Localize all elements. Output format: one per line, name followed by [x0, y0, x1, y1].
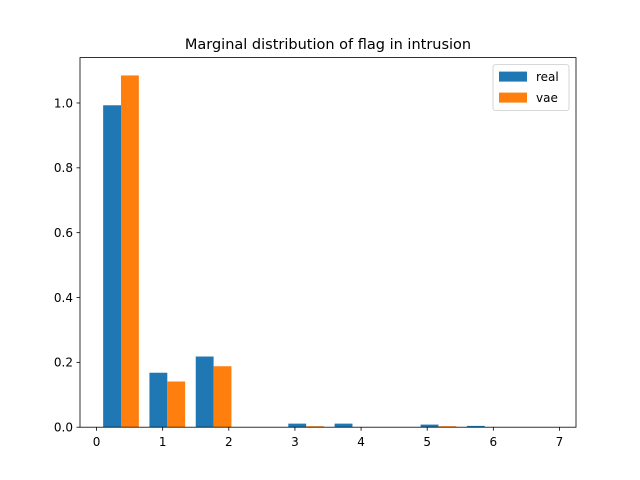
- x-tick-label: 1: [159, 435, 167, 449]
- y-tick-label: 0.4: [54, 291, 73, 305]
- legend-swatch-real: [499, 71, 527, 82]
- legend: real vae: [492, 64, 570, 111]
- bar-vae-2: [213, 366, 232, 428]
- bar-vae-5: [438, 426, 457, 428]
- bar-real-5: [420, 424, 439, 428]
- plot-area: [103, 75, 485, 428]
- bar-real-1: [149, 372, 168, 428]
- x-tick-label: 7: [556, 435, 564, 449]
- bar-vae-0: [121, 75, 139, 428]
- bar-vae-3: [306, 426, 325, 428]
- x-tick-label: 4: [357, 435, 365, 449]
- axes-frame: [79, 57, 577, 428]
- legend-label-real: real: [536, 70, 559, 84]
- bar-real-2: [195, 356, 214, 428]
- y-tick-label: 0.0: [54, 421, 73, 435]
- x-tick-label: 6: [490, 435, 498, 449]
- x-axis: 0 1 2 3 4 5 6 7: [93, 427, 564, 449]
- y-axis: 0.0 0.2 0.4 0.6 0.8 1.0: [54, 96, 80, 435]
- x-tick-label: 3: [291, 435, 299, 449]
- x-tick-label: 0: [93, 435, 101, 449]
- bar-vae-1: [167, 381, 186, 428]
- legend-swatch-vae: [499, 92, 527, 103]
- bar-real-3: [288, 423, 307, 428]
- bar-real-4: [334, 423, 353, 428]
- y-tick-label: 0.6: [54, 226, 73, 240]
- chart-title: Marginal distribution of flag in intrusi…: [185, 37, 471, 53]
- legend-label-vae: vae: [536, 91, 558, 105]
- bar-real-0: [103, 105, 122, 428]
- y-tick-label: 1.0: [54, 96, 73, 110]
- y-tick-label: 0.2: [54, 356, 73, 370]
- y-tick-label: 0.8: [54, 161, 73, 175]
- x-tick-label: 2: [225, 435, 233, 449]
- bar-real-6: [466, 425, 485, 428]
- x-tick-label: 5: [423, 435, 431, 449]
